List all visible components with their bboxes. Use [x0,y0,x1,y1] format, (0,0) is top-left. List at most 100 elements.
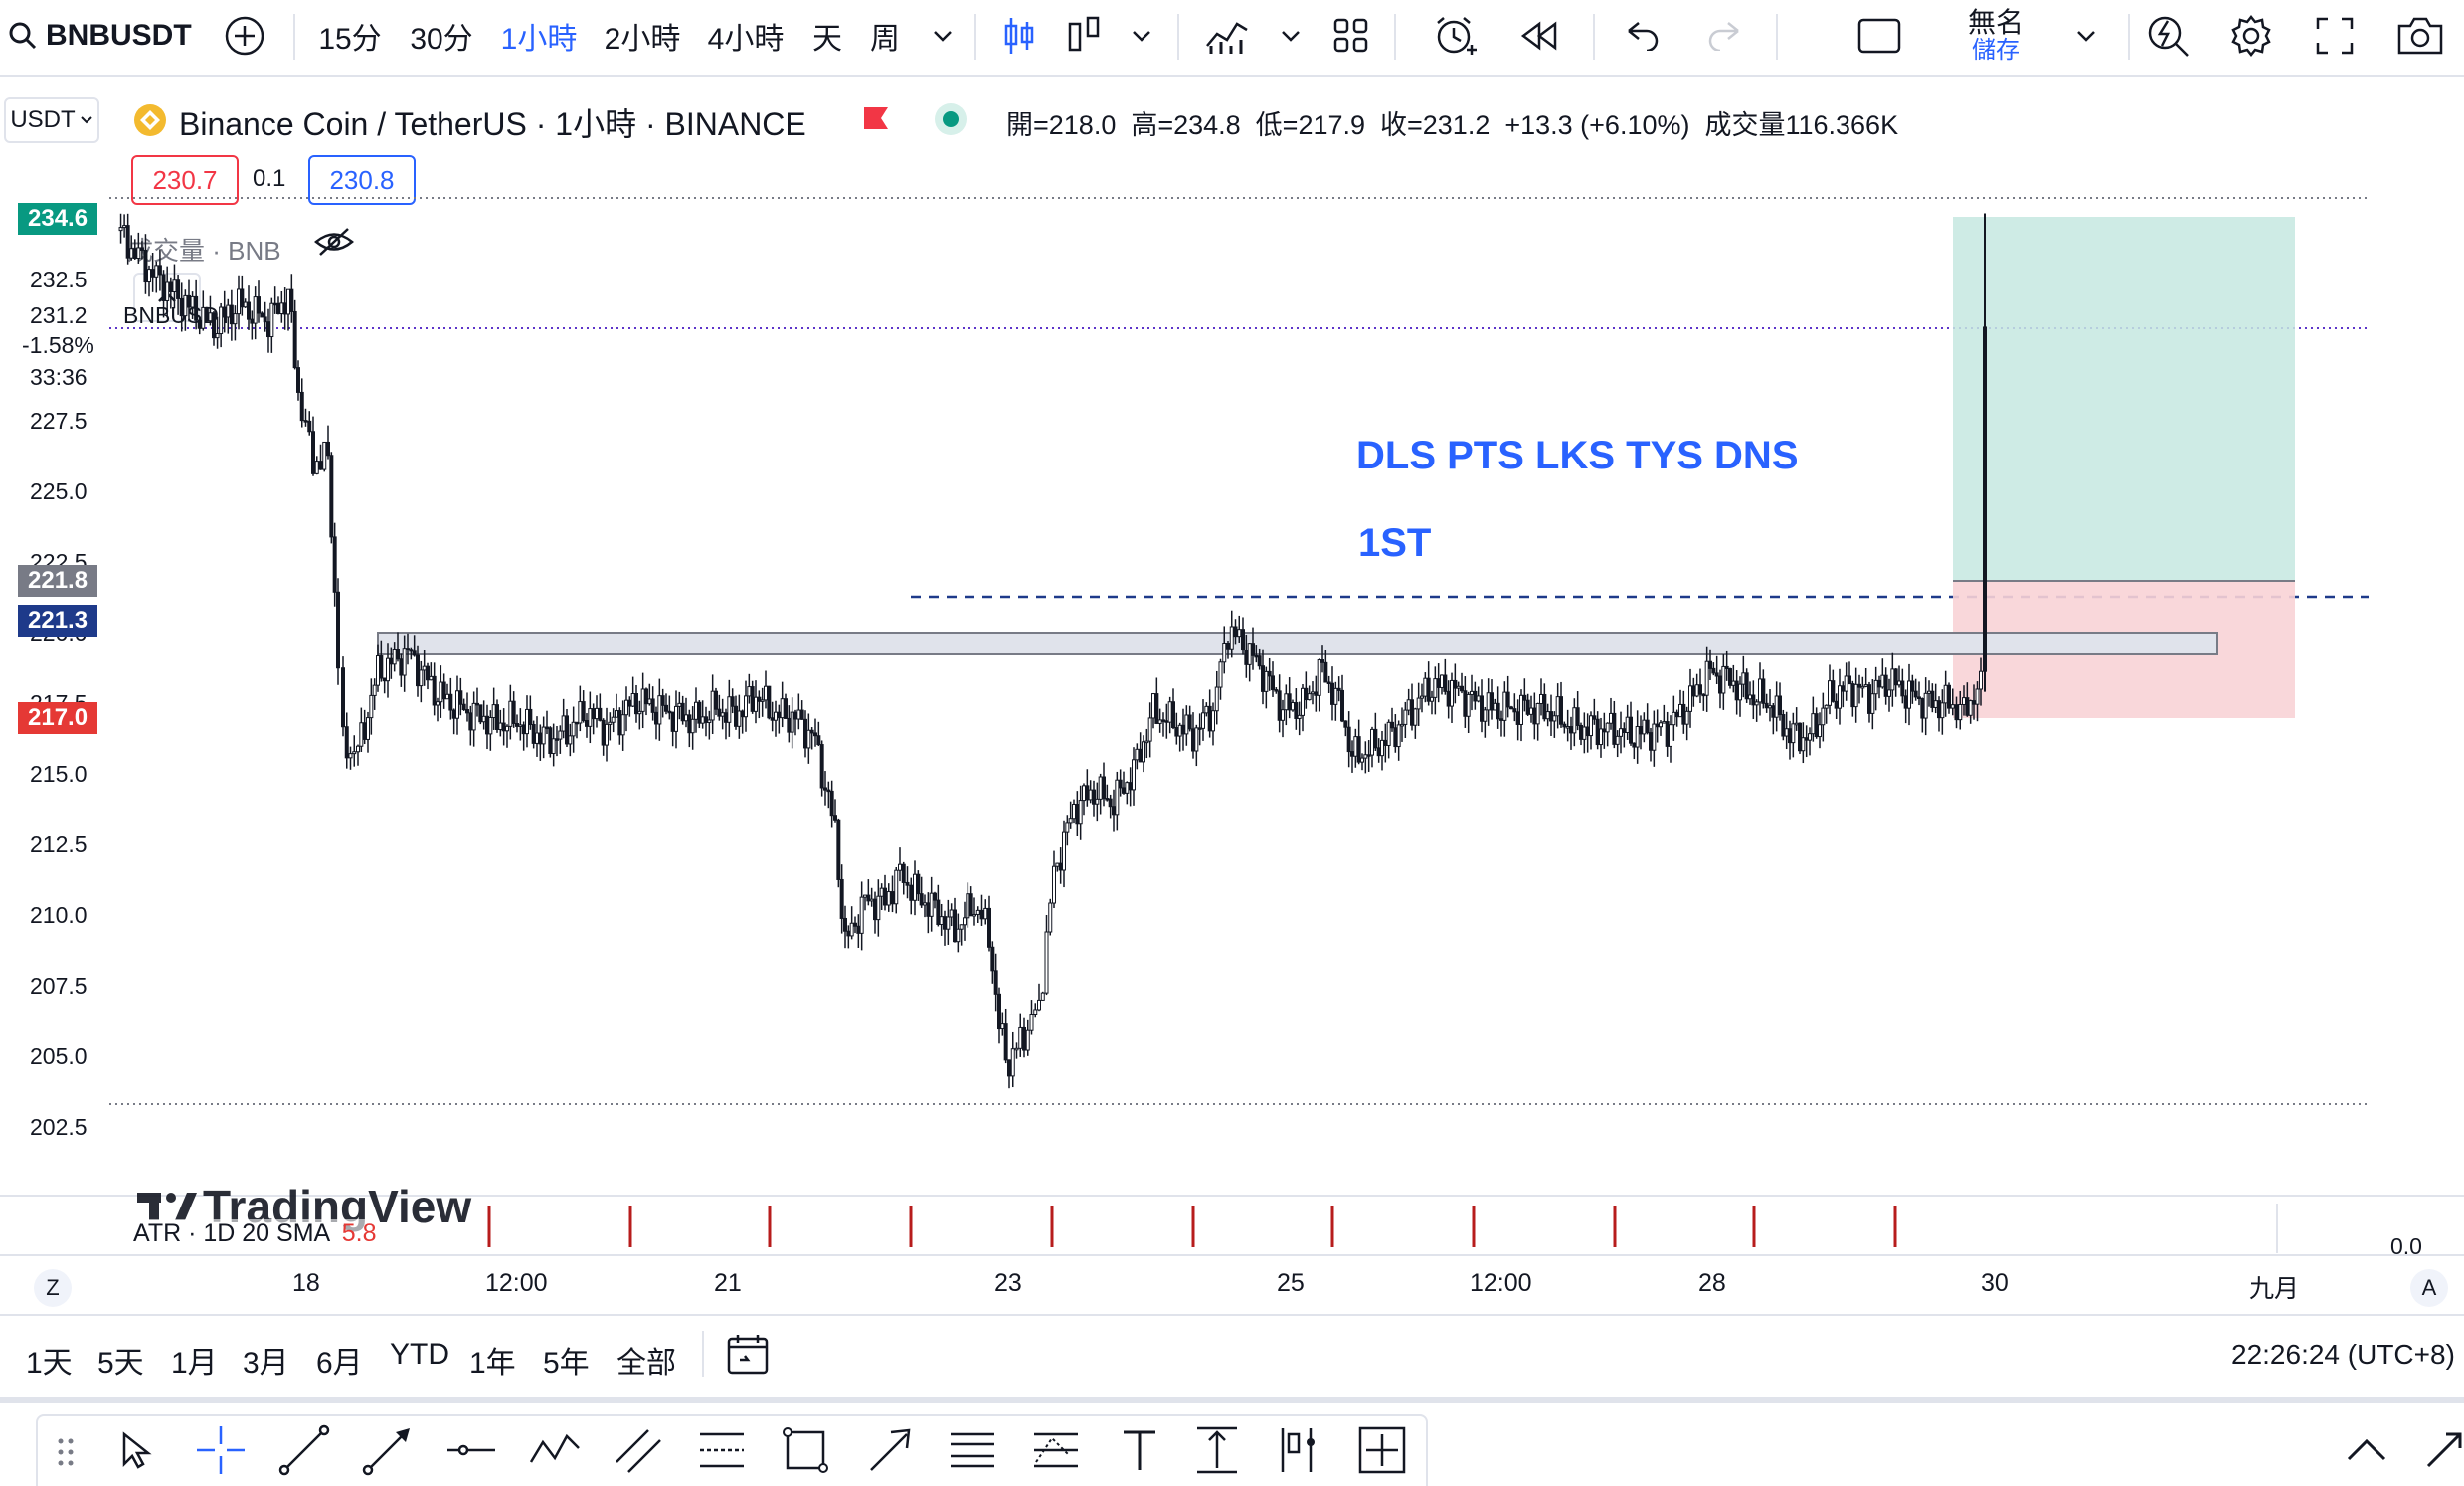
range-3m[interactable]: 3月 [243,1347,289,1380]
candle-body [803,718,807,749]
annotation-text-1[interactable]: DLS PTS LKS TYS DNS [1356,434,1799,477]
layout-grid-button[interactable] [1326,0,1376,72]
range-1y[interactable]: 1年 [469,1347,516,1380]
candle-body [1257,655,1262,667]
long-position-tool[interactable] [1271,1422,1326,1478]
drag-handle-icon[interactable] [56,1436,76,1468]
fib-retracement-tool[interactable] [945,1422,1000,1478]
indicators-dropdown[interactable] [1271,0,1311,72]
compare-symbol-button[interactable] [217,0,272,72]
range-6m[interactable]: 6月 [316,1347,363,1380]
candle-body [1659,722,1663,728]
collapse-panel-button[interactable] [2339,1422,2394,1478]
interval-dropdown[interactable] [923,0,963,72]
chart-style-dropdown[interactable] [1122,0,1161,72]
candle-body [565,715,569,745]
layout-square-button[interactable] [1851,0,1907,72]
range-1d[interactable]: 1天 [26,1347,73,1380]
hide-eye-icon[interactable] [314,227,354,257]
snapshot-button[interactable] [2390,0,2450,72]
settings-button[interactable] [2223,0,2279,72]
sell-button[interactable]: 230.7 [131,155,239,205]
interval-15m[interactable]: 15分 [318,23,382,56]
bar-style-button[interactable] [1060,0,1110,72]
pattern-tool[interactable] [527,1422,583,1478]
candle-body [1222,643,1227,663]
symbol-search-button[interactable]: BNBUSDT [8,0,197,72]
cursor-tool[interactable] [107,1422,163,1478]
candle-body [1880,674,1885,688]
forecast-tool[interactable] [1028,1422,1084,1478]
candle-body [1393,727,1398,748]
interval-2h[interactable]: 2小時 [604,23,681,56]
arrow-line-tool[interactable] [360,1422,416,1478]
candles-style-button[interactable] [994,0,1044,72]
crosshair-tool[interactable] [193,1422,249,1478]
layout-dropdown[interactable] [2066,0,2106,72]
rectangle-tool[interactable] [778,1422,833,1478]
candle-body [1632,742,1637,748]
annotation-text-2[interactable]: 1ST [1358,521,1432,565]
interval-1w[interactable]: 周 [870,23,900,56]
price-label: 205.0 [30,1043,88,1069]
measure-tool[interactable] [1354,1422,1410,1478]
range-5d[interactable]: 5天 [97,1347,144,1380]
save-layout-button[interactable]: 無名 儲存 [1941,0,2050,72]
price-range-tool[interactable] [1189,1422,1245,1478]
range-1m[interactable]: 1月 [171,1347,218,1380]
symbol-title[interactable]: Binance Coin / TetherUS · 1小時 · BINANCE [179,106,806,142]
fullscreen-button[interactable] [2307,0,2363,72]
quick-search-button[interactable] [2140,0,2196,72]
candle-body [1416,697,1421,710]
interval-1h[interactable]: 1小時 [500,23,578,56]
candle-body [740,710,745,718]
candle-body [1343,720,1348,728]
auto-scale-a-button[interactable]: A [2410,1269,2448,1307]
text-tool[interactable] [1112,1422,1167,1478]
buy-button[interactable]: 230.8 [308,155,416,205]
candle-body [1118,779,1123,789]
candle-body [296,367,300,393]
interval-1d[interactable]: 天 [812,23,842,56]
candle-body [478,704,483,723]
trend-line-tool[interactable] [276,1422,332,1478]
square-icon [1857,18,1901,54]
goto-date-button[interactable] [726,1333,772,1377]
currency-selector[interactable]: USDT [4,97,99,143]
clock-timezone[interactable]: 22:26:24 (UTC+8) [2231,1339,2455,1370]
range-ytd[interactable]: YTD [390,1338,449,1371]
undo-button[interactable] [1615,0,1671,72]
candle-body [1197,727,1202,730]
horizontal-line-tool[interactable] [443,1422,499,1478]
replay-button[interactable] [1511,0,1567,72]
alert-button[interactable] [1428,0,1484,72]
interval-30m[interactable]: 30分 [410,23,473,56]
interval-4h[interactable]: 4小時 [707,23,785,56]
candle-body [1037,999,1041,1011]
candle-body [376,655,380,686]
fib-tool[interactable] [694,1422,750,1478]
range-all[interactable]: 全部 [616,1347,676,1380]
candle-body [1040,992,1045,1001]
redo-button[interactable] [1696,0,1752,72]
trend-line-icon [278,1424,330,1476]
ohlc-values: 開=218.0 高=234.8 低=217.9 收=231.2 +13.3 (+… [1006,110,1899,140]
candle-body [588,708,593,727]
channel-tool[interactable] [611,1422,666,1478]
candle-body [406,648,410,650]
candle-body [1003,1023,1008,1061]
candle-body [1582,726,1587,740]
candle-body [276,302,280,315]
candle-body [956,928,961,943]
brush-tool[interactable] [861,1422,917,1478]
flag-icon[interactable] [861,103,891,133]
indicators-button[interactable] [1199,0,1255,72]
candle-body [1814,713,1819,738]
maximize-panel-button[interactable] [2416,1422,2464,1478]
indicators-icon [1205,16,1249,56]
range-5y[interactable]: 5年 [543,1347,590,1380]
candle-body [548,727,553,754]
candle-body [598,707,603,721]
timezone-z-button[interactable]: Z [34,1269,72,1307]
